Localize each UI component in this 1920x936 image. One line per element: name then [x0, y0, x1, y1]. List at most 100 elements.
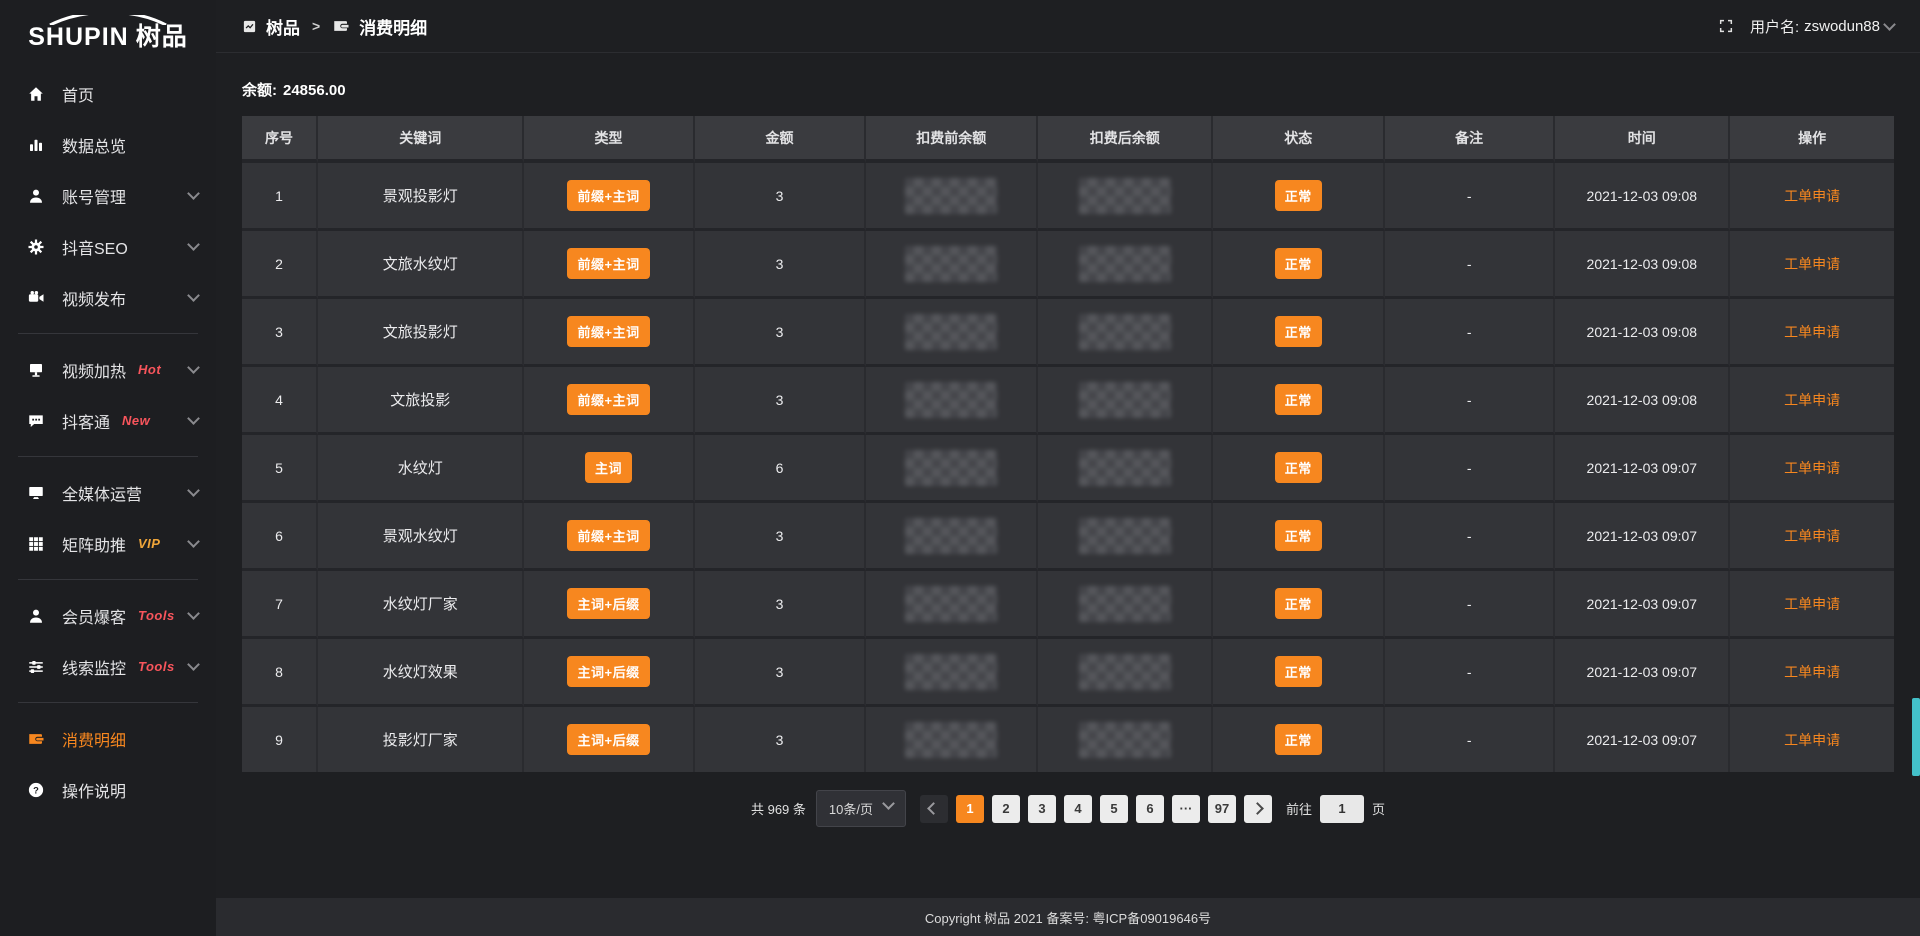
type-badge: 前缀+主词 — [567, 316, 650, 347]
sidebar-item[interactable]: 抖客通 New — [0, 395, 216, 446]
cell-remark: - — [1385, 299, 1556, 367]
sidebar-item-badge: Tools — [138, 659, 175, 674]
cell-time: 2021-12-03 09:07 — [1555, 435, 1731, 503]
logo-arc-icon — [49, 14, 167, 25]
breadcrumb-separator: > — [312, 18, 321, 34]
sidebar-item[interactable]: 视频发布 — [0, 272, 216, 323]
work-order-apply-link[interactable]: 工单申请 — [1784, 731, 1841, 748]
cell-type: 主词+后缀 — [524, 571, 695, 639]
page-button[interactable]: 6 — [1135, 794, 1164, 823]
next-page-button[interactable] — [1243, 794, 1272, 823]
footer: Copyright 树品 2021 备案号: 粤ICP备09019646号 — [216, 898, 1920, 936]
redacted-pre-balance — [905, 721, 998, 758]
sidebar-item[interactable]: 消费明细 — [0, 713, 216, 764]
status-badge: 正常 — [1274, 520, 1322, 551]
sidebar-item[interactable]: 线索监控 Tools — [0, 641, 216, 692]
cell-amount: 3 — [694, 503, 867, 571]
chevron-down-icon — [187, 607, 200, 620]
column-header: 备注 — [1385, 116, 1556, 163]
page-button[interactable]: 5 — [1099, 794, 1128, 823]
cell-amount: 3 — [694, 707, 867, 772]
goto-page-input[interactable] — [1320, 794, 1364, 823]
page-button[interactable]: 1 — [955, 794, 984, 823]
scrollbar-thumb[interactable] — [1912, 698, 1920, 776]
cell-action: 工单申请 — [1730, 571, 1894, 639]
sidebar-item[interactable]: 抖音SEO — [0, 221, 216, 272]
sidebar-item[interactable]: ? 操作说明 — [0, 764, 216, 815]
page-button[interactable]: 97 — [1207, 794, 1236, 823]
total-count: 共 969 条 — [750, 802, 806, 817]
work-order-apply-link[interactable]: 工单申请 — [1784, 255, 1841, 272]
cell-remark: - — [1385, 639, 1556, 707]
sidebar-item[interactable]: 矩阵助推 VIP — [0, 518, 216, 569]
cell-action: 工单申请 — [1730, 163, 1894, 231]
status-badge: 正常 — [1274, 316, 1322, 347]
question-icon: ? — [26, 780, 46, 800]
chevron-down-icon — [187, 238, 200, 251]
work-order-apply-link[interactable]: 工单申请 — [1784, 663, 1841, 680]
redacted-post-balance — [1078, 177, 1171, 214]
cell-pre-balance — [866, 231, 1039, 299]
chevron-left-icon — [927, 802, 941, 815]
sidebar-item[interactable]: 数据总览 — [0, 119, 216, 170]
cell-keyword: 水纹灯 — [317, 435, 525, 503]
breadcrumb-root[interactable]: 树品 — [266, 18, 300, 38]
cell-index: 5 — [242, 435, 318, 503]
cell-remark: - — [1385, 707, 1556, 772]
screen-icon — [26, 360, 46, 380]
status-badge: 正常 — [1274, 384, 1322, 415]
cell-keyword: 文旅水纹灯 — [317, 231, 525, 299]
column-header: 状态 — [1213, 116, 1386, 163]
sidebar-item-badge: Tools — [138, 608, 175, 623]
chevron-down-icon — [187, 361, 200, 374]
table-header-row: 序号 关键词 类型 金额 扣费前余额 扣费后余额 状态 备注 时间 操作 — [242, 116, 1894, 163]
user-dropdown[interactable]: 用户名: zswodun88 — [1750, 16, 1896, 37]
sidebar-item[interactable]: 全媒体运营 — [0, 467, 216, 518]
cell-action: 工单申请 — [1730, 639, 1894, 707]
cell-type: 主词 — [524, 435, 695, 503]
work-order-apply-link[interactable]: 工单申请 — [1784, 459, 1841, 476]
sidebar-item-label: 消费明细 — [62, 732, 127, 750]
sidebar-item-label: 账号管理 — [62, 189, 127, 207]
cell-keyword: 水纹灯效果 — [317, 639, 525, 707]
cell-time: 2021-12-03 09:08 — [1555, 367, 1731, 435]
work-order-apply-link[interactable]: 工单申请 — [1784, 323, 1841, 340]
table-body: 1 景观投影灯 前缀+主词 3 正常 -2021-12-03 09:08 工单申请 2 文旅水纹… — [242, 163, 1894, 772]
work-order-apply-link[interactable]: 工单申请 — [1784, 527, 1841, 544]
work-order-apply-link[interactable]: 工单申请 — [1784, 391, 1841, 408]
cell-action: 工单申请 — [1730, 435, 1894, 503]
sidebar-item[interactable]: 视频加热 Hot — [0, 344, 216, 395]
cell-status: 正常 — [1213, 299, 1386, 367]
gear-icon — [26, 237, 46, 257]
sidebar-item[interactable]: 会员爆客 Tools — [0, 590, 216, 641]
work-order-apply-link[interactable]: 工单申请 — [1784, 187, 1841, 204]
page-button[interactable]: 3 — [1027, 794, 1056, 823]
cell-type: 前缀+主词 — [524, 231, 695, 299]
page-button[interactable]: 4 — [1063, 794, 1092, 823]
topbar: 树品 > 消费明细 用户名: zswodun88 — [216, 0, 1920, 53]
work-order-apply-link[interactable]: 工单申请 — [1784, 595, 1841, 612]
cell-status: 正常 — [1213, 231, 1386, 299]
ellipsis-page-button[interactable]: ··· — [1171, 794, 1200, 823]
fullscreen-icon[interactable] — [1718, 18, 1734, 34]
sidebar-menu: 首页 数据总览账号管理抖音SEO 视频发布视频加热 Hot 抖客通 New 全媒体运营 矩阵助… — [0, 60, 216, 936]
grid-icon — [26, 534, 46, 554]
cell-action: 工单申请 — [1730, 231, 1894, 299]
redacted-post-balance — [1078, 517, 1171, 554]
redacted-post-balance — [1078, 585, 1171, 622]
cell-index: 2 — [242, 231, 318, 299]
sidebar-item[interactable]: 账号管理 — [0, 170, 216, 221]
cell-post-balance — [1038, 231, 1214, 299]
redacted-post-balance — [1078, 245, 1171, 282]
status-badge: 正常 — [1274, 588, 1322, 619]
logo[interactable]: SHUPIN 树品 — [0, 0, 216, 60]
type-badge: 主词+后缀 — [567, 588, 650, 619]
cell-status: 正常 — [1213, 707, 1386, 772]
cell-status: 正常 — [1213, 435, 1386, 503]
page-button[interactable]: 2 — [991, 794, 1020, 823]
prev-page-button[interactable] — [919, 794, 948, 823]
page-size-select[interactable]: 10条/页 — [815, 790, 906, 827]
table-row: 5 水纹灯 主词 6 正常 -2021-12-03 09:07 工单申请 — [242, 435, 1894, 503]
sidebar-item[interactable]: 首页 — [0, 68, 216, 119]
